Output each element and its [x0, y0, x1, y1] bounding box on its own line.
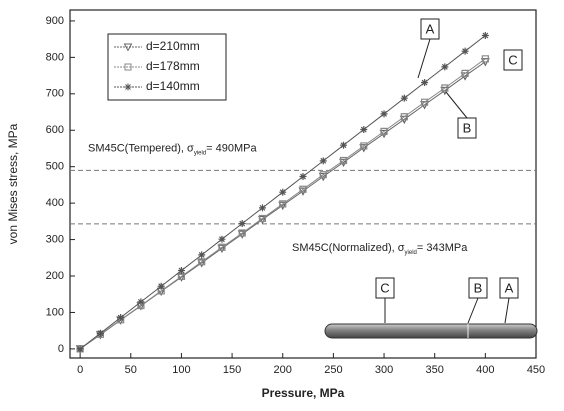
data-point: [258, 214, 267, 223]
illustration-label-arrow: [467, 297, 479, 324]
data-point: [96, 329, 104, 337]
x-tick-label: 200: [274, 364, 292, 376]
data-point: [198, 251, 206, 259]
series-line: [79, 58, 486, 350]
illustration-label: C: [380, 280, 389, 295]
point-label-box: [503, 49, 523, 71]
point-label: A: [426, 21, 435, 36]
reference-text: SM45C(Tempered), σ: [88, 142, 194, 154]
data-point: [238, 220, 246, 228]
data-point: [380, 110, 388, 118]
data-point: [359, 144, 369, 153]
data-point: [380, 127, 388, 135]
x-tick-label: 250: [324, 364, 342, 376]
shaft: [324, 323, 538, 339]
illustration-label-arrow: [504, 297, 510, 324]
data-point: [400, 94, 408, 102]
reference-subscript: yield: [405, 249, 417, 255]
data-point: [339, 156, 348, 165]
data-point: [318, 172, 328, 182]
point-label: B: [463, 120, 472, 135]
data-point: [76, 345, 84, 353]
data-point: [481, 32, 489, 40]
legend-label: d=210mm: [146, 39, 200, 53]
data-point: [298, 187, 308, 196]
data-point: [481, 55, 489, 63]
y-tick-label: 200: [46, 270, 64, 282]
data-point: [258, 204, 266, 212]
y-tick-label: 900: [46, 15, 64, 27]
x-tick-label: 400: [476, 364, 494, 376]
legend-symbol: [124, 83, 132, 91]
reference-label: SM45C(Tempered), σyield= 490MPa: [88, 142, 258, 156]
x-tick-label: 300: [375, 364, 393, 376]
data-point: [299, 185, 307, 193]
reference-text: SM45C(Normalized), σ: [292, 242, 405, 254]
reference-label: SM45C(Normalized), σyield= 343MPa: [292, 242, 468, 256]
y-tick-label: 300: [46, 233, 64, 245]
data-point: [360, 142, 368, 150]
data-point: [360, 126, 368, 134]
data-point: [157, 282, 165, 290]
y-tick-label: 800: [46, 51, 64, 63]
data-point: [198, 258, 206, 266]
reference-value: = 343MPa: [417, 242, 468, 254]
data-point: [400, 113, 408, 121]
y-tick-label: 100: [46, 306, 64, 318]
data-point: [279, 200, 287, 208]
data-point: [441, 84, 449, 92]
plot-frame: [69, 9, 537, 359]
data-point: [117, 314, 125, 322]
data-point: [339, 158, 349, 168]
illustration-label: A: [505, 280, 514, 295]
data-point: [238, 229, 246, 237]
y-tick-label: 700: [46, 88, 64, 100]
y-tick-label: 600: [46, 124, 64, 136]
data-point: [218, 243, 226, 251]
x-tick-label: 100: [172, 364, 190, 376]
series: [76, 32, 489, 353]
data-point: [461, 47, 469, 55]
legend-marker: [124, 63, 132, 71]
y-axis-label: von Mises stress, MPa: [6, 123, 20, 244]
legend-label: d=140mm: [146, 79, 200, 93]
x-tick-label: 0: [77, 364, 83, 376]
data-point: [319, 157, 327, 165]
y-tick-label: 500: [46, 161, 64, 173]
data-point: [319, 171, 327, 179]
y-tick-label: 0: [58, 343, 64, 355]
data-point: [340, 141, 348, 149]
data-point: [218, 235, 226, 243]
data-point: [177, 272, 186, 280]
point-label-arrow: [445, 91, 468, 119]
reference-subscript: yield: [194, 150, 206, 156]
legend-label: d=178mm: [146, 59, 200, 73]
series: [76, 55, 489, 353]
x-tick-label: 350: [426, 364, 444, 376]
x-tick-label: 50: [125, 364, 137, 376]
point-label: C: [508, 52, 517, 67]
y-tick-label: 400: [46, 197, 64, 209]
data-point: [461, 69, 469, 78]
reference-value: = 490MPa: [206, 142, 257, 154]
data-point: [420, 98, 429, 106]
data-point: [76, 345, 84, 353]
data-point: [137, 298, 145, 306]
x-tick-label: 150: [223, 364, 241, 376]
x-axis-label: Pressure, MPa: [262, 386, 345, 400]
data-point: [177, 267, 185, 275]
data-point: [441, 63, 449, 71]
x-tick-label: 450: [527, 364, 545, 376]
legend-symbol: [123, 43, 133, 52]
data-point: [421, 79, 429, 87]
illustration-label: B: [474, 280, 483, 295]
data-point: [279, 188, 287, 196]
illustration: [324, 323, 538, 339]
legend-symbol: [124, 63, 132, 71]
legend-marker: [124, 83, 132, 91]
data-point: [299, 173, 307, 181]
point-label-arrow: [417, 38, 431, 79]
legend-marker: [123, 43, 133, 52]
